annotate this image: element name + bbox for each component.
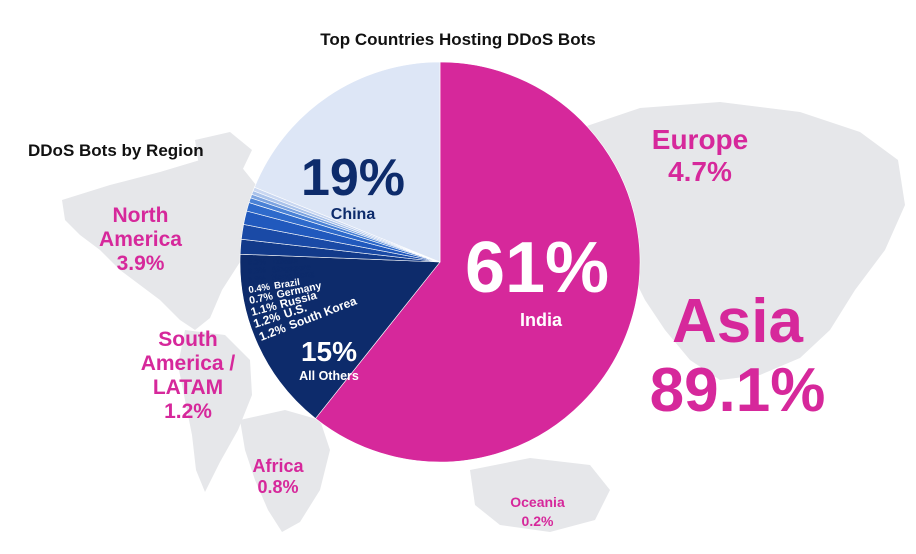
slice-label-all-others: All Others xyxy=(299,369,359,383)
region-south-america-name: South America / LATAM xyxy=(140,328,236,400)
region-north-america-pct: 3.9% xyxy=(116,252,165,276)
region-europe-name: Europe xyxy=(651,124,749,155)
chart-title: Top Countries Hosting DDoS Bots xyxy=(320,30,596,49)
small-slice-labels: 0.3% Taiwan 0.3% Singapore 0.3% Hong Kon… xyxy=(247,256,359,344)
region-oceania-name: Oceania xyxy=(510,494,565,510)
pie-slices xyxy=(239,61,641,463)
slice-value-china: 19% xyxy=(301,149,405,207)
slice-value-all-others: 15% xyxy=(301,336,357,367)
map-south-america xyxy=(178,330,252,492)
slice-label-hong-kong: Hong Kong xyxy=(271,269,315,282)
pie-slice-all-others xyxy=(239,253,441,419)
region-africa-pct: 0.8% xyxy=(257,476,299,497)
region-south-america-pct: 1.2% xyxy=(164,400,212,424)
region-oceania: Oceania 0.2% xyxy=(490,493,585,531)
slice-value-hong-kong: 0.3% xyxy=(247,274,266,285)
map-australia xyxy=(470,458,610,532)
world-map xyxy=(62,102,905,532)
region-europe-pct: 4.7% xyxy=(668,156,732,188)
pie-slice-india xyxy=(315,61,641,463)
slice-value-singapore: 0.3% xyxy=(248,266,267,276)
slice-value-germany: 0.7% xyxy=(248,290,275,307)
region-europe: Europe 4.7% xyxy=(625,124,775,188)
pie-labels: 61% India 19% China 15% All Others 0.3% … xyxy=(247,149,609,383)
region-asia-pct: 89.1% xyxy=(649,356,826,426)
region-asia-name: Asia xyxy=(672,287,803,356)
slice-label-singapore: Singapore xyxy=(271,263,311,275)
region-north-america: North America 3.9% xyxy=(78,204,203,276)
map-eurasia xyxy=(575,102,905,380)
pie-slice-china xyxy=(254,61,441,263)
slice-value-brazil: 0.4% xyxy=(248,282,272,296)
region-africa-name: Africa xyxy=(252,456,304,476)
slice-value-taiwan: 0.3% xyxy=(248,257,267,267)
slice-label-india: India xyxy=(520,310,563,330)
map-north-america xyxy=(62,160,260,330)
region-north-america-name: North America xyxy=(99,204,182,252)
slice-label-us: U.S. xyxy=(282,300,309,321)
slice-label-china: China xyxy=(331,206,376,223)
region-south-america: South America / LATAM 1.2% xyxy=(128,328,248,425)
map-greenland xyxy=(195,132,252,178)
region-oceania-pct: 0.2% xyxy=(521,512,554,529)
region-subtitle: DDoS Bots by Region xyxy=(28,141,204,160)
slice-label-brazil: Brazil xyxy=(273,277,300,292)
region-africa: Africa 0.8% xyxy=(228,456,328,497)
slice-label-taiwan: Taiwan xyxy=(272,256,299,266)
region-asia: Asia 89.1% xyxy=(620,287,855,426)
slice-value-india: 61% xyxy=(465,228,609,308)
map-africa xyxy=(240,410,330,532)
